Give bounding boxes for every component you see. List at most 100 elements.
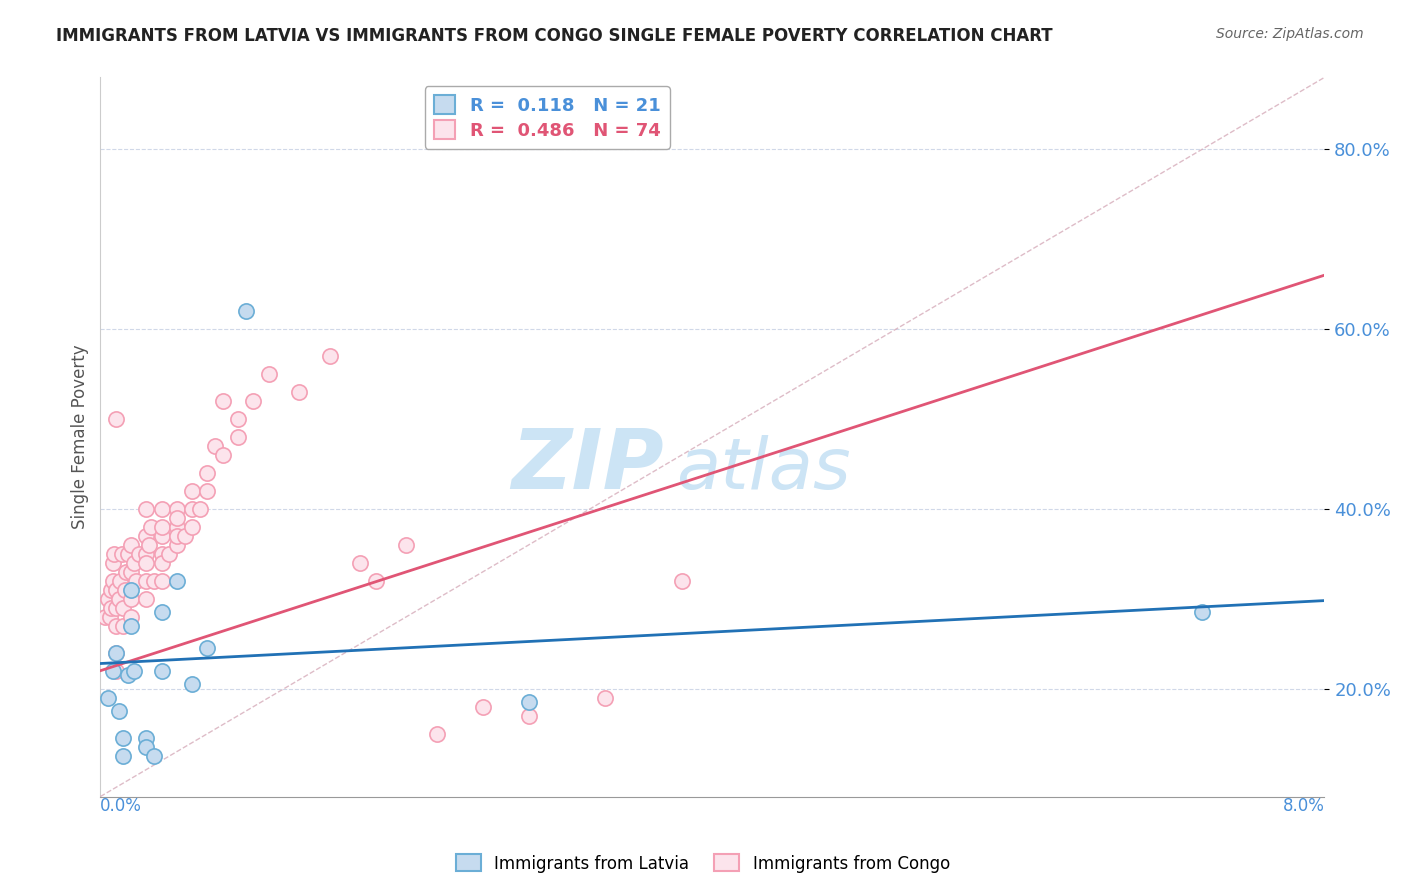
Point: [181, 483, 204, 498]
Point: [120, 619, 142, 633]
Point: [104, 664, 127, 678]
Point: [181, 520, 204, 534]
Point: [117, 547, 139, 561]
Text: Source: ZipAtlas.com: Source: ZipAtlas.com: [1216, 27, 1364, 41]
Point: [139, 520, 162, 534]
Point: [97, 690, 120, 705]
Point: [150, 520, 173, 534]
Point: [197, 483, 219, 498]
Point: [150, 664, 173, 678]
Point: [101, 556, 124, 570]
Point: [1191, 605, 1213, 619]
Point: [197, 466, 219, 480]
Point: [181, 502, 204, 516]
Point: [517, 695, 540, 709]
Point: [100, 582, 122, 597]
Point: [112, 600, 135, 615]
Point: [104, 619, 127, 633]
Point: [181, 677, 204, 691]
Point: [135, 731, 157, 746]
Point: [395, 538, 418, 552]
Legend: Immigrants from Latvia, Immigrants from Congo: Immigrants from Latvia, Immigrants from …: [450, 847, 956, 880]
Point: [211, 394, 233, 409]
Point: [426, 726, 449, 740]
Point: [135, 740, 157, 755]
Point: [112, 731, 135, 746]
Point: [226, 430, 249, 444]
Point: [150, 574, 173, 588]
Point: [235, 304, 257, 318]
Point: [166, 502, 188, 516]
Point: [104, 412, 127, 426]
Point: [150, 547, 173, 561]
Point: [101, 664, 124, 678]
Point: [120, 582, 142, 597]
Point: [142, 574, 165, 588]
Text: IMMIGRANTS FROM LATVIA VS IMMIGRANTS FROM CONGO SINGLE FEMALE POVERTY CORRELATIO: IMMIGRANTS FROM LATVIA VS IMMIGRANTS FRO…: [56, 27, 1053, 45]
Point: [122, 556, 145, 570]
Point: [128, 547, 150, 561]
Point: [319, 349, 342, 363]
Point: [117, 668, 139, 682]
Point: [471, 699, 494, 714]
Y-axis label: Single Female Poverty: Single Female Poverty: [72, 344, 89, 529]
Point: [104, 600, 127, 615]
Point: [166, 574, 188, 588]
Point: [97, 591, 120, 606]
Point: [150, 529, 173, 543]
Point: [135, 591, 157, 606]
Point: [111, 547, 134, 561]
Point: [135, 529, 157, 543]
Point: [124, 574, 146, 588]
Point: [166, 538, 188, 552]
Text: ZIP: ZIP: [510, 425, 664, 507]
Point: [112, 619, 135, 633]
Point: [107, 704, 129, 718]
Text: atlas: atlas: [676, 435, 851, 504]
Point: [166, 529, 188, 543]
Point: [135, 556, 157, 570]
Point: [135, 574, 157, 588]
Legend: R =  0.118   N = 21, R =  0.486   N = 74: R = 0.118 N = 21, R = 0.486 N = 74: [425, 87, 669, 149]
Point: [150, 502, 173, 516]
Point: [114, 582, 136, 597]
Point: [197, 641, 219, 656]
Point: [188, 502, 211, 516]
Point: [288, 385, 311, 400]
Point: [110, 574, 132, 588]
Point: [103, 547, 125, 561]
Point: [242, 394, 264, 409]
Point: [593, 690, 616, 705]
Point: [349, 556, 371, 570]
Point: [120, 538, 142, 552]
Point: [101, 574, 124, 588]
Point: [104, 582, 127, 597]
Point: [166, 520, 188, 534]
Point: [104, 646, 127, 660]
Point: [135, 547, 157, 561]
Point: [211, 448, 233, 462]
Text: 0.0%: 0.0%: [100, 797, 142, 814]
Point: [150, 605, 173, 619]
Point: [671, 574, 693, 588]
Point: [204, 439, 226, 453]
Text: 8.0%: 8.0%: [1282, 797, 1324, 814]
Point: [166, 511, 188, 525]
Point: [135, 502, 157, 516]
Point: [150, 556, 173, 570]
Point: [173, 529, 195, 543]
Point: [138, 538, 160, 552]
Point: [104, 646, 127, 660]
Point: [98, 609, 121, 624]
Point: [115, 565, 138, 579]
Point: [157, 547, 180, 561]
Point: [122, 664, 145, 678]
Point: [112, 749, 135, 764]
Point: [107, 591, 129, 606]
Point: [120, 565, 142, 579]
Point: [364, 574, 387, 588]
Point: [226, 412, 249, 426]
Point: [120, 591, 142, 606]
Point: [517, 708, 540, 723]
Point: [120, 609, 142, 624]
